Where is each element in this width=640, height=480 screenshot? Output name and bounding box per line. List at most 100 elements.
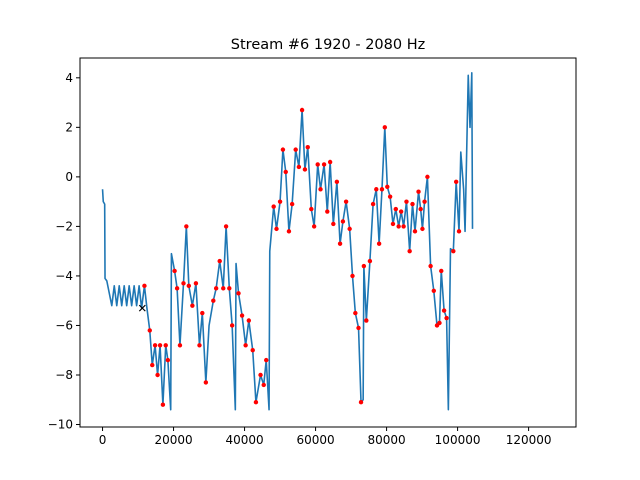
peak-point-75 [390, 221, 396, 227]
peak-point-37 [274, 226, 279, 232]
peak-point-40 [283, 169, 288, 175]
peak-point-90 [431, 288, 436, 293]
peak-point-31 [250, 348, 255, 353]
peak-point-50 [315, 162, 320, 167]
peak-point-6 [160, 402, 166, 407]
peak-point-76 [393, 206, 399, 212]
peak-point-1 [147, 328, 152, 333]
y-tick-label-4: −2 [55, 219, 73, 233]
peak-point-68 [370, 201, 376, 207]
peak-point-46 [302, 167, 308, 172]
peak-point-53 [325, 209, 330, 214]
peak-point-15 [190, 303, 195, 308]
peak-point-71 [379, 187, 385, 192]
peak-point-8 [165, 357, 171, 363]
peak-point-74 [387, 194, 393, 199]
peak-point-26 [229, 323, 235, 328]
peak-point-62 [353, 310, 358, 316]
peak-point-21 [213, 286, 219, 291]
peak-point-57 [337, 241, 343, 246]
peak-point-24 [223, 224, 229, 229]
peak-point-64 [358, 400, 364, 405]
peak-point-72 [382, 125, 388, 130]
peak-point-43 [293, 147, 298, 152]
x-tick-label-4: 80000 [367, 433, 405, 447]
peak-point-25 [227, 286, 232, 291]
peak-point-80 [404, 199, 409, 204]
y-tick-label-6: 2 [65, 120, 73, 134]
peak-point-93 [439, 268, 444, 274]
y-tick-label-1: −8 [55, 368, 73, 382]
peak-point-83 [412, 229, 418, 234]
peak-point-79 [401, 224, 406, 229]
peak-point-85 [418, 206, 423, 212]
peak-point-11 [177, 343, 183, 348]
peak-point-63 [356, 325, 361, 331]
start-marker [138, 304, 146, 312]
peak-point-95 [444, 315, 449, 321]
peak-point-84 [416, 189, 421, 194]
axes-frame [79, 57, 577, 428]
axes: 0 20000 40000 60000 80000 100000 120000 −10 −8 −6… [48, 57, 577, 447]
start-marker-stroke-b [138, 304, 146, 312]
peak-point-36 [271, 204, 276, 209]
peak-point-56 [334, 179, 340, 185]
peak-point-73 [385, 184, 390, 189]
x-tick-label-2: 40000 [225, 433, 263, 447]
peak-point-52 [321, 162, 327, 167]
peak-point-39 [280, 147, 286, 152]
peak-point-14 [186, 283, 192, 289]
peak-point-60 [347, 226, 352, 232]
chart-title: Stream #6 1920 - 2080 Hz [231, 37, 425, 53]
peak-point-81 [407, 248, 412, 254]
y-tick-label-5: 0 [65, 170, 73, 184]
peak-point-42 [289, 201, 295, 207]
peak-point-82 [410, 201, 415, 207]
peak-point-4 [155, 372, 160, 378]
peak-point-22 [217, 258, 222, 264]
peak-point-17 [197, 343, 202, 348]
peak-point-45 [299, 107, 305, 113]
plot-area [101, 72, 474, 411]
peak-point-98 [456, 229, 462, 234]
x-tick-label-1: 20000 [154, 433, 192, 447]
peak-point-86 [420, 226, 425, 232]
peak-point-97 [453, 179, 459, 185]
peak-point-88 [425, 174, 430, 180]
peak-point-59 [343, 199, 349, 204]
peak-point-12 [181, 281, 186, 286]
peak-point-41 [286, 229, 292, 234]
y-tick-label-3: −4 [55, 269, 73, 283]
peak-point-61 [350, 273, 355, 279]
y-tick-label-7: 4 [65, 71, 73, 85]
y-tick-label-0: −10 [48, 418, 73, 432]
y-tick-label-2: −6 [55, 318, 73, 332]
x-tick-label-5: 100000 [435, 433, 481, 447]
peak-point-38 [277, 199, 283, 204]
x-tick-label-6: 120000 [506, 433, 552, 447]
peak-point-27 [236, 291, 241, 296]
peak-point-87 [422, 199, 427, 204]
peak-point-70 [376, 241, 382, 246]
peak-point-10 [174, 286, 180, 291]
peak-point-0 [142, 283, 147, 289]
peak-point-94 [441, 308, 447, 313]
peak-point-18 [200, 310, 205, 316]
peak-point-2 [150, 362, 155, 368]
x-tick-label-0: 0 [99, 433, 107, 447]
peak-point-9 [172, 268, 177, 274]
peak-point-16 [193, 281, 199, 286]
peak-point-96 [451, 248, 456, 254]
peak-point-33 [258, 372, 263, 378]
peak-point-13 [184, 224, 189, 229]
peak-point-32 [253, 400, 259, 405]
x-tick-label-3: 60000 [296, 433, 334, 447]
peak-point-54 [327, 159, 333, 165]
peak-point-55 [331, 221, 336, 227]
peak-point-66 [364, 318, 369, 323]
peak-point-49 [311, 224, 317, 229]
peak-point-47 [305, 144, 310, 150]
peak-point-77 [396, 224, 401, 229]
peak-point-29 [243, 343, 248, 348]
